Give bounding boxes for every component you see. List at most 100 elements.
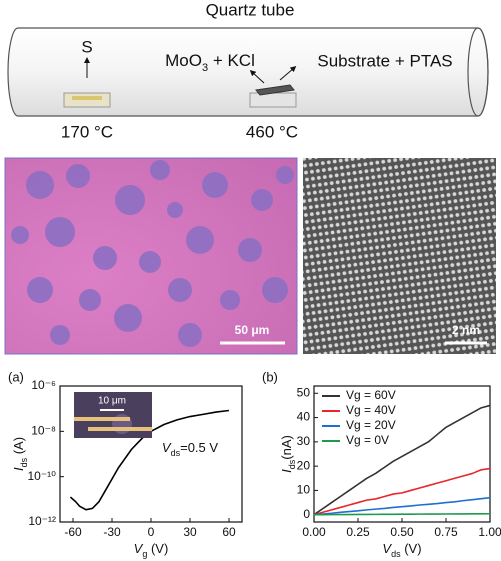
x-tick-label: 0.75 <box>434 525 458 539</box>
x-tick-label: 60 <box>222 525 236 539</box>
flake <box>27 277 53 303</box>
series-line <box>313 467 491 516</box>
flake <box>178 323 202 347</box>
flake <box>26 171 54 199</box>
label-sub: g <box>142 549 147 559</box>
chart: 0.00 0.25 0.50 0.75 1.00 0 10 20 30 40 50 Vds (V) Id… <box>262 369 501 559</box>
y-tick-label: 0 <box>303 507 310 521</box>
electrode <box>74 417 130 421</box>
y-tick-label: 10⁻⁸ <box>31 424 56 438</box>
optical-image: 50 μm <box>4 157 298 355</box>
schematic: Quartz tube S MoO3 + KCl Substrate + PTA… <box>7 0 489 141</box>
label-main: V <box>382 541 392 556</box>
y-tick-label: 10⁻¹⁰ <box>28 469 57 483</box>
x-tick-label: -30 <box>103 525 121 539</box>
scale-label: 2 nm <box>452 323 480 337</box>
flake <box>79 289 101 311</box>
label-precursor: MoO3 + KCl <box>165 51 255 73</box>
series-line <box>313 404 491 516</box>
scale-label: 50 μm <box>235 323 270 337</box>
temp-source: 170 °C <box>61 122 113 141</box>
flake <box>168 278 192 302</box>
y-tick-label: 30 <box>297 434 311 448</box>
y-tick-label: 10⁻¹² <box>28 514 56 528</box>
series-line <box>313 512 491 516</box>
legend-label: Vg = 60V <box>346 388 396 402</box>
legend-label: Vg = 40V <box>346 403 396 417</box>
flake <box>220 290 240 310</box>
x-tick-label: 30 <box>183 525 197 539</box>
flake <box>50 325 70 345</box>
label-target: Substrate + PTAS <box>317 51 452 70</box>
plot-frame <box>313 385 491 523</box>
legend-label: Vg = 0V <box>346 433 389 447</box>
legend-label: Vg = 20V <box>346 418 396 432</box>
x-axis-label: Vg (V) <box>134 541 169 559</box>
x-tick-label: 0 <box>148 525 155 539</box>
inset-scale-label: 10 μm <box>98 396 126 407</box>
substrate <box>255 84 295 96</box>
tem-image: 2 nm <box>303 158 496 354</box>
flake <box>251 189 273 211</box>
y-tick-label: 50 <box>297 385 311 399</box>
label-unit: (nA) <box>279 435 294 460</box>
label-main: I <box>279 469 294 473</box>
tube-end <box>467 27 489 117</box>
y-tick-label: 40 <box>297 410 311 424</box>
series-line <box>313 496 491 516</box>
label-main: I <box>11 467 26 471</box>
y-axis-label: Ids (A) <box>11 437 29 471</box>
sulfur-powder <box>72 96 102 100</box>
label-source: S <box>81 37 92 56</box>
series-line <box>69 409 230 511</box>
flake <box>66 164 90 188</box>
flake <box>115 185 145 215</box>
electrode <box>88 427 152 431</box>
x-axis-label: Vds (V) <box>382 541 421 559</box>
label-unit: (V) <box>147 541 168 556</box>
flake <box>114 304 142 332</box>
label-sub: ds <box>19 457 29 467</box>
flake <box>93 246 117 270</box>
label-unit: (A) <box>11 437 26 458</box>
panel-label: (b) <box>262 369 278 384</box>
flake <box>11 226 29 244</box>
flake <box>139 251 161 273</box>
flake <box>150 160 170 180</box>
y-tick-label: 10 <box>297 483 311 497</box>
flake <box>262 277 288 303</box>
x-tick-label: 0.00 <box>302 525 326 539</box>
label-sub: ds <box>287 459 297 469</box>
annotation-main: V <box>162 441 172 456</box>
x-tick-label: -60 <box>64 525 82 539</box>
arrow <box>279 66 297 81</box>
flake <box>276 166 294 184</box>
label-sub: ds <box>391 549 401 559</box>
flake <box>202 172 228 198</box>
panel-label: (a) <box>8 369 24 384</box>
y-tick-label: 20 <box>297 458 311 472</box>
y-tick-label: 10⁻⁶ <box>31 378 56 392</box>
temp-growth: 460 °C <box>246 122 298 141</box>
annotation-sub: ds <box>171 449 181 459</box>
y-axis-label: Ids(nA) <box>279 435 297 473</box>
tem-lattice <box>303 158 496 354</box>
tube-title: Quartz tube <box>206 0 295 19</box>
label-unit: (V) <box>401 541 422 556</box>
flake <box>167 202 183 218</box>
annotation-text: =0.5 V <box>180 441 218 456</box>
annotation: Vds=0.5 V <box>162 441 218 459</box>
flakes <box>11 160 294 347</box>
flake <box>238 238 262 262</box>
flake <box>45 217 75 247</box>
x-tick-label: 1.00 <box>478 525 501 539</box>
flake <box>186 226 214 254</box>
inset-image: 10 μm <box>74 392 152 438</box>
x-tick-label: 0.50 <box>390 525 414 539</box>
arrow <box>249 69 265 84</box>
label-main: V <box>134 541 144 556</box>
boat-growth <box>249 92 297 108</box>
x-tick-label: 0.25 <box>346 525 370 539</box>
chart: -60 -30 0 30 60 10⁻¹² 10⁻¹⁰ 10⁻⁸ 10⁻⁶ Vg (V) Ids (… <box>8 369 243 559</box>
